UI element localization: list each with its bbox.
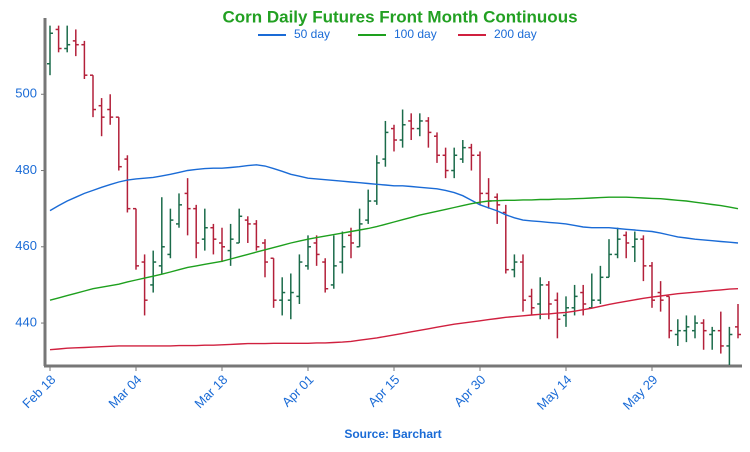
y-tick-label: 480 xyxy=(15,162,37,177)
y-tick-label: 500 xyxy=(15,86,37,101)
moving-average-line xyxy=(49,196,739,301)
chart-title: Corn Daily Futures Front Month Continuou… xyxy=(222,7,577,26)
legend-text: 200 day xyxy=(494,27,537,41)
source-note: Source: Barchart xyxy=(344,427,441,441)
y-tick-label: 440 xyxy=(15,314,37,329)
x-tick-label: Apr 15 xyxy=(365,372,403,410)
x-tick-label: Mar 18 xyxy=(191,372,230,411)
legend-text: 100 day xyxy=(394,27,437,41)
x-tick-label: Apr 01 xyxy=(279,372,317,410)
legend-text: 50 day xyxy=(294,27,330,41)
moving-average-line xyxy=(49,164,739,244)
x-tick-label: May 29 xyxy=(620,372,661,413)
x-tick-label: Apr 30 xyxy=(451,372,489,410)
y-tick-label: 460 xyxy=(15,238,37,253)
x-tick-label: Feb 18 xyxy=(19,372,58,411)
x-tick-label: Mar 04 xyxy=(105,372,144,411)
x-tick-label: May 14 xyxy=(534,372,575,413)
moving-average-line xyxy=(49,288,739,351)
